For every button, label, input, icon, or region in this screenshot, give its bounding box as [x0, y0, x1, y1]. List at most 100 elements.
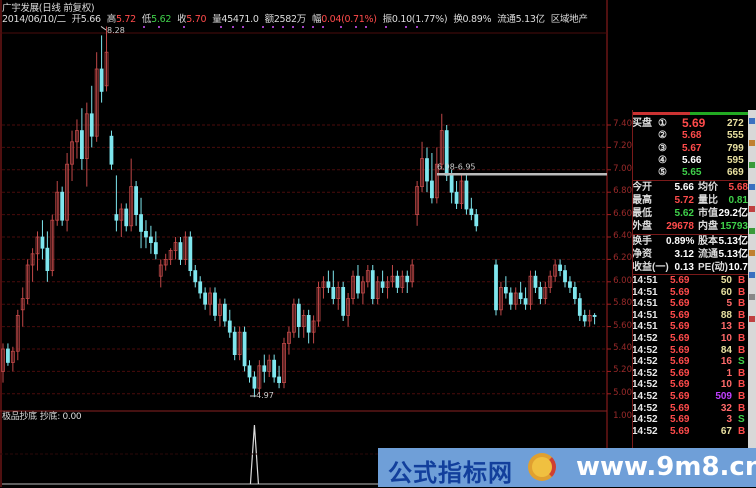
info-field: 流通5.13亿 — [497, 14, 548, 25]
info-field: 开5.66 — [72, 14, 104, 25]
candle — [287, 326, 291, 355]
bid-price: 5.66 — [682, 154, 702, 166]
candle — [15, 309, 20, 361]
candle — [50, 214, 55, 277]
tick-time: 14:52 — [632, 333, 658, 344]
candle-body — [563, 270, 567, 283]
tick-price: 5.69 — [670, 391, 690, 402]
toolbar-icon[interactable] — [749, 118, 755, 124]
candle — [144, 220, 148, 249]
toolbar-icon[interactable] — [749, 250, 755, 256]
toolbar-icon[interactable] — [749, 184, 755, 190]
bid-row[interactable]: ③ 5.67 799 — [632, 143, 748, 155]
indicator-name: 极品抄底 — [2, 412, 37, 422]
candle — [469, 197, 474, 221]
toolbar-icon[interactable] — [749, 294, 755, 300]
bid-price: 5.68 — [682, 130, 702, 142]
side-toolbar-edge[interactable] — [748, 110, 756, 487]
candle — [592, 313, 597, 325]
candle-body — [277, 376, 281, 383]
candle — [109, 130, 114, 170]
quote-panel: 买盘 ① 5.69 272 ② 5.68 555 ③ 5.67 799 ④ 5.66 595 ⑤ 5.65 6… — [632, 110, 748, 487]
high-price-label: 8.28 — [107, 26, 125, 35]
candle-body — [543, 286, 548, 299]
bid-row[interactable]: ⑤ 5.65 669 — [632, 167, 748, 179]
bid-volume: 799 — [727, 142, 744, 154]
candle — [104, 26, 109, 92]
price-axis-label: 7.20 — [613, 141, 632, 152]
candle — [79, 108, 84, 170]
candle — [60, 186, 65, 226]
price-axis-label: 6.60 — [613, 208, 632, 219]
candle-body — [499, 286, 503, 311]
candle-body — [577, 298, 582, 316]
price-axis-label: 5.20 — [613, 365, 632, 376]
candle-body — [129, 186, 134, 227]
candle-body — [390, 275, 395, 283]
tick-price: 5.69 — [670, 344, 690, 356]
toolbar-icon[interactable] — [749, 206, 755, 212]
bid-price: 5.67 — [682, 142, 702, 154]
signal-marker — [340, 26, 342, 28]
tick-side: B — [738, 333, 746, 344]
tick-time: 14:52 — [632, 379, 658, 391]
candle-body — [1, 348, 5, 372]
tick-volume: 67 — [720, 425, 732, 437]
toolbar-icon[interactable] — [749, 162, 755, 168]
candle-body — [282, 342, 286, 383]
stat-value: 10.7 — [728, 262, 748, 273]
candle — [518, 281, 523, 305]
toolbar-icon[interactable] — [749, 228, 755, 234]
high-pointer — [100, 26, 107, 31]
stat-label: 今开 — [632, 182, 652, 193]
toolbar-icon[interactable] — [749, 316, 755, 322]
info-label: 幅 — [312, 14, 322, 25]
stat-value: 5.68 — [728, 182, 748, 193]
stat-label: 收益(一) — [632, 262, 669, 273]
candle — [336, 281, 341, 310]
watermark-logo-icon — [528, 453, 556, 481]
stock-title: 广宇发展(日线 前复权) — [2, 3, 95, 14]
tick-volume: 88 — [720, 309, 732, 321]
candle — [351, 270, 355, 305]
bid-row[interactable]: ② 5.68 555 — [632, 130, 748, 142]
candle — [533, 270, 538, 293]
tick-price: 5.69 — [670, 367, 690, 379]
tick-row: 14:51 5.69 13 B — [632, 321, 748, 333]
bid-row[interactable]: 买盘 ① 5.69 272 — [632, 117, 748, 130]
candle-body — [321, 281, 326, 288]
candle — [203, 287, 208, 310]
candle — [124, 203, 129, 232]
tick-volume: 13 — [720, 321, 732, 333]
tick-side: S — [738, 414, 745, 426]
candle — [10, 346, 15, 372]
tick-price: 5.69 — [670, 379, 690, 391]
candle — [70, 130, 74, 181]
tick-time: 14:52 — [632, 344, 658, 356]
bid-level: ⑤ — [658, 167, 667, 179]
toolbar-icon[interactable] — [749, 140, 755, 146]
stat-value: 29.2亿 — [718, 208, 748, 219]
candle — [153, 231, 158, 260]
tick-time: 14:52 — [632, 356, 658, 368]
tick-time: 14:51 — [632, 298, 658, 310]
info-value: 区域地产 — [550, 14, 588, 25]
candle — [356, 265, 360, 299]
tick-side: B — [738, 344, 746, 356]
tick-time: 14:52 — [632, 391, 658, 402]
toolbar-icon[interactable] — [749, 272, 755, 278]
tick-price: 5.69 — [670, 275, 690, 286]
candle — [390, 265, 395, 288]
signal-marker — [183, 26, 185, 28]
candle-body — [222, 303, 227, 322]
tick-time: 14:51 — [632, 286, 658, 298]
bid-row[interactable]: ④ 5.66 595 — [632, 155, 748, 167]
info-value: 5.70 — [186, 14, 207, 25]
candle — [20, 287, 25, 327]
info-field: 高5.72 — [107, 14, 139, 25]
candle-body — [331, 286, 336, 299]
info-value: 5.66 — [80, 14, 101, 25]
candle-body — [287, 331, 291, 344]
ohlc-info-bar: 2014/06/10/二 开5.66 高5.72 低5.62 收5.70 量45471.… — [2, 11, 594, 25]
